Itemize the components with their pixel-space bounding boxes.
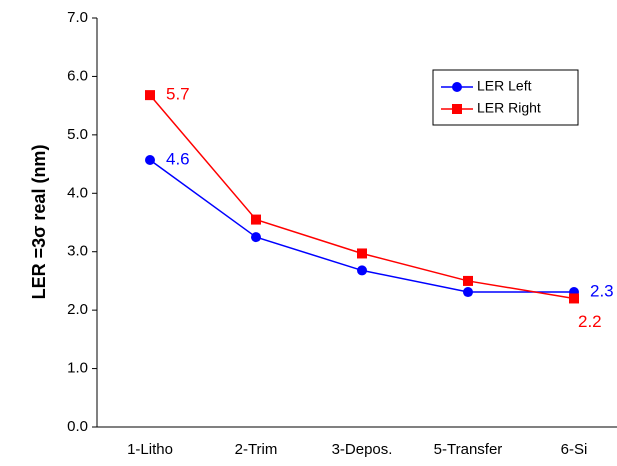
marker bbox=[251, 214, 261, 225]
data-label: 2.3 bbox=[590, 282, 614, 301]
marker bbox=[463, 287, 473, 298]
marker bbox=[251, 232, 261, 243]
legend-marker bbox=[452, 104, 462, 114]
x-tick-label: 5-Transfer bbox=[434, 441, 503, 458]
legend-label: LER Right bbox=[477, 100, 541, 116]
marker bbox=[357, 248, 367, 259]
y-tick-label: 3.0 bbox=[67, 243, 88, 260]
marker bbox=[145, 154, 155, 165]
marker bbox=[145, 90, 155, 101]
marker bbox=[357, 265, 367, 276]
y-tick-label: 4.0 bbox=[67, 184, 88, 201]
data-label: 5.7 bbox=[166, 85, 190, 104]
y-tick-label: 1.0 bbox=[67, 360, 88, 377]
x-tick-label: 1-Litho bbox=[127, 441, 173, 458]
legend-label: LER Left bbox=[477, 78, 532, 94]
y-tick-label: 2.0 bbox=[67, 301, 88, 318]
x-tick-label: 3-Depos. bbox=[332, 441, 393, 458]
legend-box bbox=[432, 69, 579, 126]
y-tick-label: 6.0 bbox=[67, 67, 88, 84]
y-axis-label: LER =3σ real (nm) bbox=[29, 145, 49, 300]
y-tick-label: 5.0 bbox=[67, 126, 88, 143]
x-tick-label: 6-Si bbox=[561, 441, 588, 458]
marker bbox=[463, 275, 473, 286]
legend-marker bbox=[452, 82, 462, 92]
data-label: 2.2 bbox=[578, 312, 602, 331]
y-tick-label: 0.0 bbox=[67, 418, 88, 435]
y-tick-label: 7.0 bbox=[67, 9, 88, 26]
data-label: 4.6 bbox=[166, 149, 190, 168]
marker bbox=[569, 293, 579, 304]
x-tick-label: 2-Trim bbox=[235, 441, 278, 458]
